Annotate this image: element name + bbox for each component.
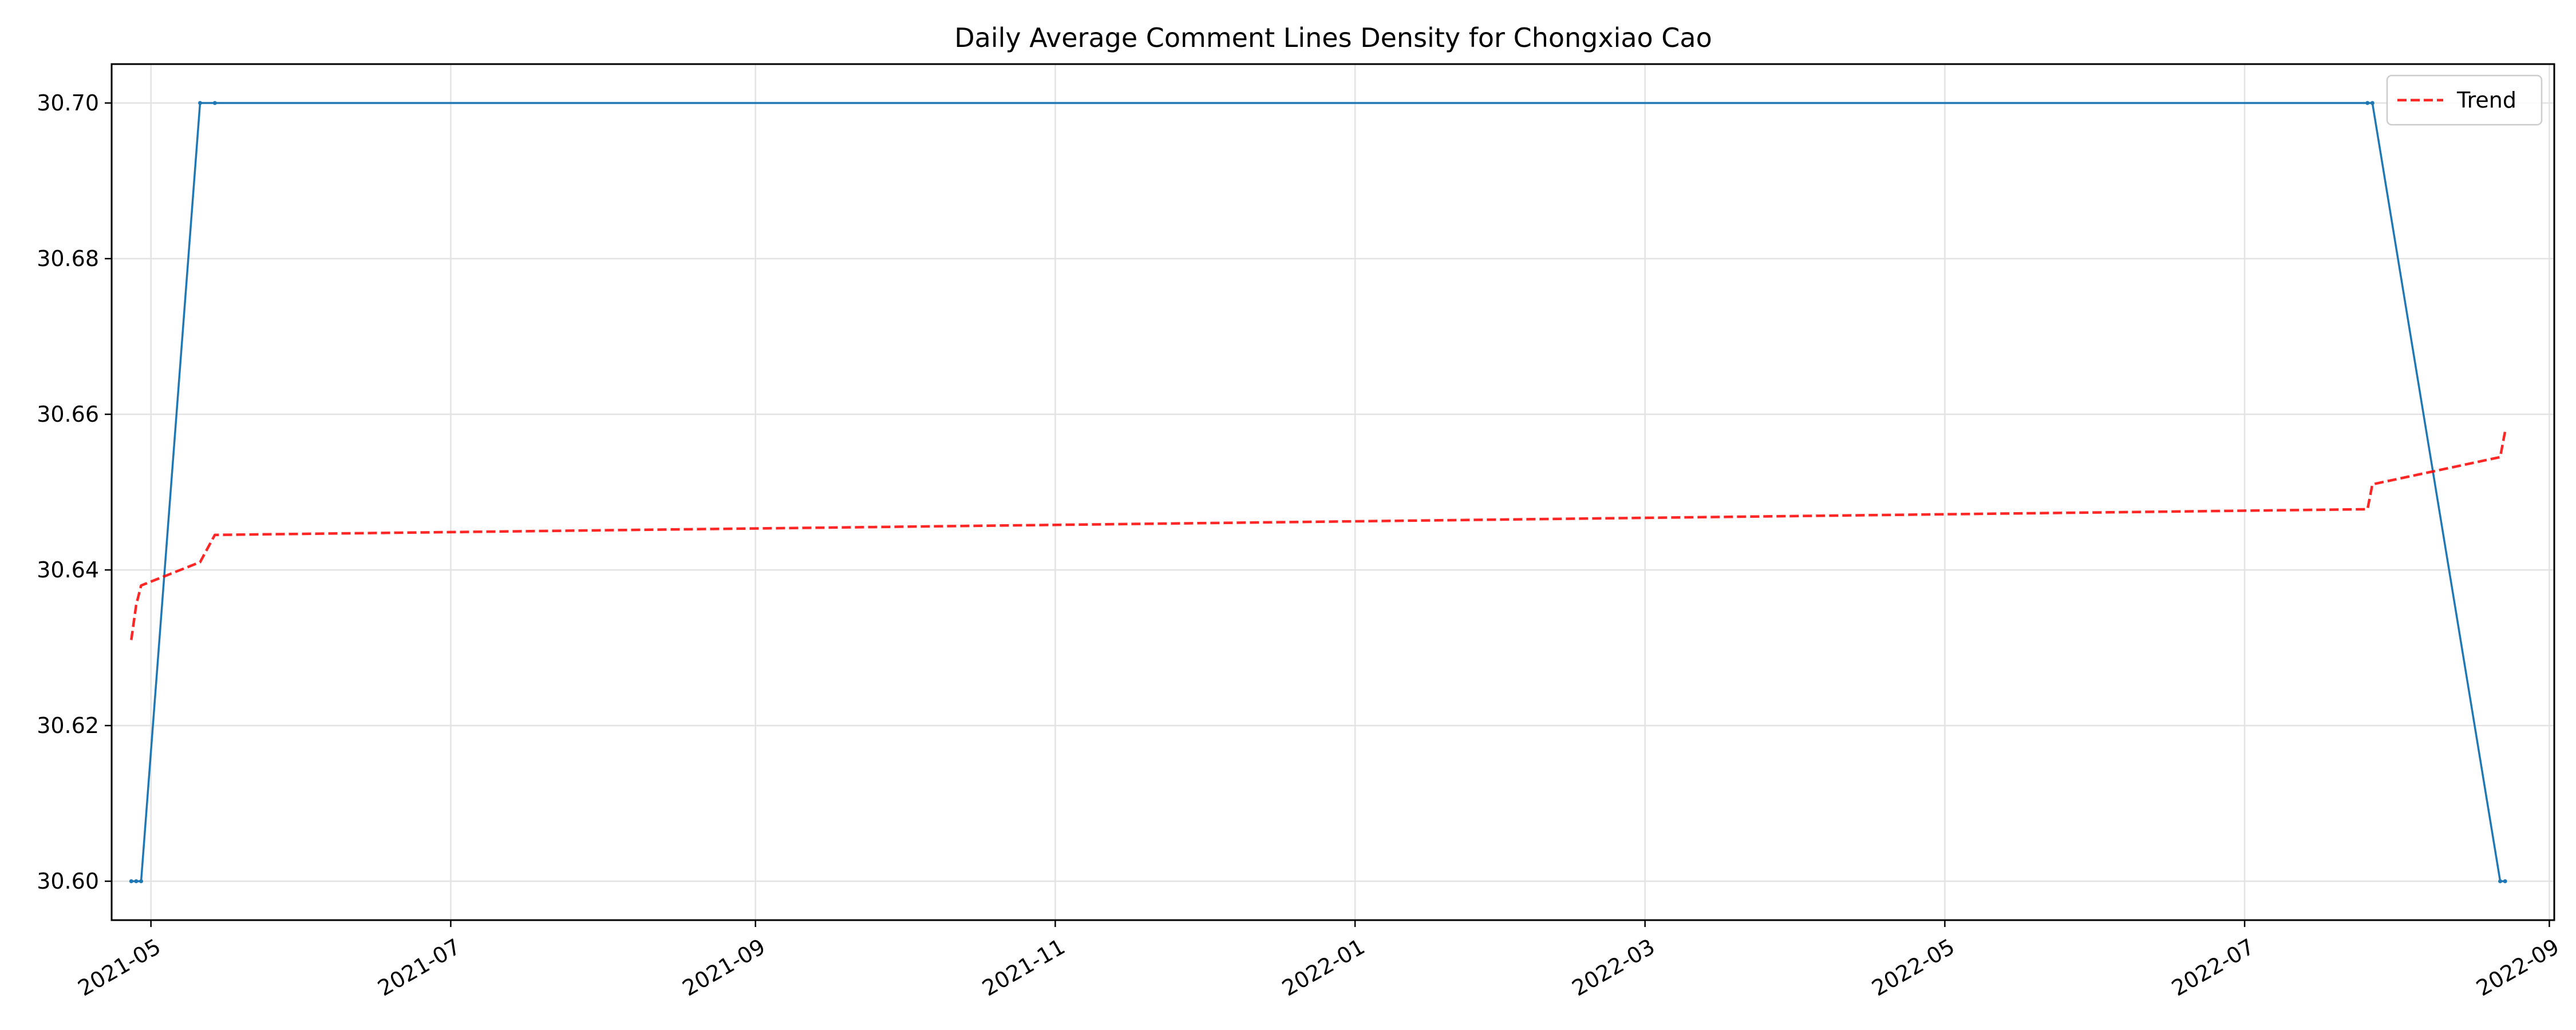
y-axis: 30.60 30.62 30.64 30.66 30.68 30.70: [37, 90, 112, 894]
y-tick-label: 30.60: [37, 869, 99, 894]
data-point: [212, 101, 217, 105]
series-lines: [129, 101, 2507, 884]
data-point: [2365, 101, 2370, 105]
data-point: [129, 879, 133, 884]
data-point: [134, 879, 139, 884]
data-point: [198, 101, 203, 105]
data-point: [2498, 879, 2503, 884]
data-point: [2503, 879, 2507, 884]
y-tick-label: 30.68: [37, 246, 99, 271]
data-point: [139, 879, 144, 884]
plot-area-frame: [110, 63, 2555, 921]
chart-title: Daily Average Comment Lines Density for …: [954, 22, 1712, 53]
grid-lines: [112, 64, 2554, 920]
y-tick-label: 30.62: [37, 713, 99, 738]
y-tick-label: 30.70: [37, 90, 99, 116]
data-point: [2370, 101, 2374, 105]
y-tick-label: 30.64: [37, 557, 99, 583]
legend-label: Trend: [2456, 88, 2516, 113]
legend-box: [2386, 74, 2543, 126]
trend-line: [130, 431, 2507, 640]
y-tick-label: 30.66: [37, 402, 99, 427]
legend: Trend: [2386, 74, 2543, 126]
